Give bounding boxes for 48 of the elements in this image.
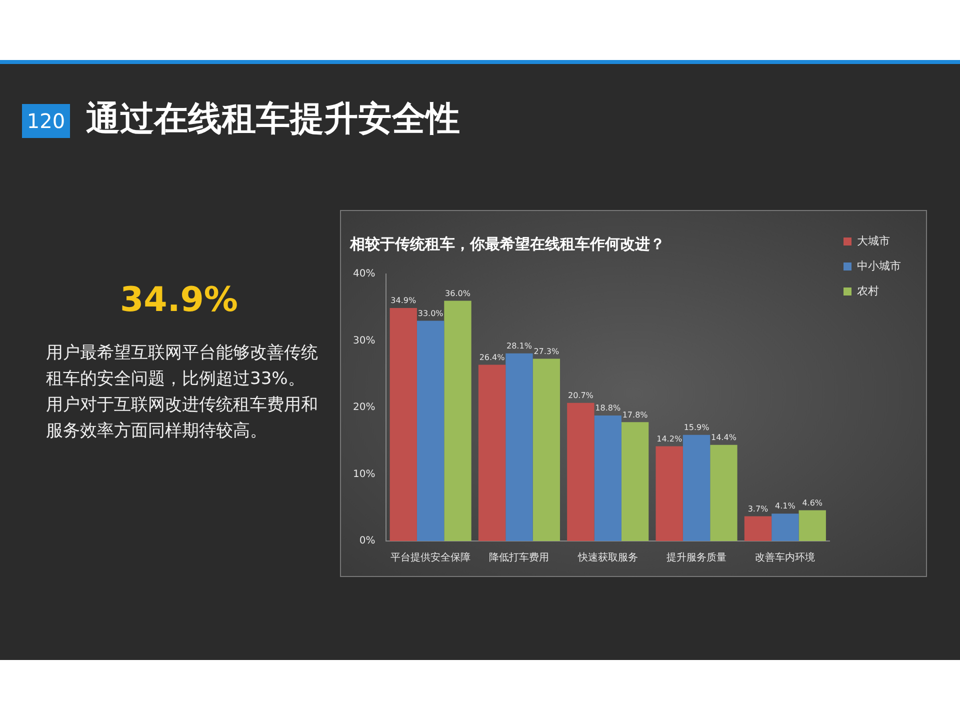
bar [772,514,799,541]
x-tick-label: 快速获取服务 [576,552,638,564]
data-label: 4.1% [775,502,796,511]
bar [621,422,649,541]
y-tick-label: 10% [352,468,376,480]
y-tick-label: 0% [359,536,376,547]
bar [506,353,533,541]
data-label: 4.6% [802,498,823,508]
data-label: 14.4% [710,432,737,442]
bar [390,308,417,541]
bar [478,364,506,541]
bar [798,510,826,541]
legend-label: 中小城市 [857,259,901,272]
y-tick-label: 40% [352,268,376,280]
y-tick-label: 20% [352,402,376,414]
text: 通过在线租车提升安全性 [86,98,460,141]
data-label: 14.2% [656,434,682,444]
data-label: 20.7% [568,390,594,400]
data-label: 15.9% [684,422,710,432]
bar [594,416,622,541]
bar [682,434,710,541]
x-tick-label: 降低打车费用 [489,552,550,564]
bar [744,516,772,541]
x-tick-label: 改善车内环境 [755,552,816,564]
legend-label: 农村 [857,284,879,298]
data-label: 28.1% [506,342,532,351]
data-label: 27.3% [534,346,560,356]
data-label: 18.8% [595,404,621,413]
chart-title: 相较于传统租车，你最希望在线租车作何改进？ [349,234,665,253]
bar [532,358,560,541]
data-label: 26.4% [479,352,506,362]
text: 120 [22,104,70,138]
x-tick-label: 提升服务质量 [666,552,727,564]
data-label: 34.9% [390,296,416,306]
data-label: 17.8% [622,410,648,420]
bar [656,446,683,541]
bar [444,300,472,541]
legend-label: 大城市 [857,234,890,248]
data-label: 3.7% [748,504,769,514]
text: 34.9% [120,280,238,320]
bar [710,444,738,541]
bar [416,320,444,541]
x-tick-label: 平台提供安全保障 [390,552,471,564]
bar [567,402,594,541]
data-label: 36.0% [445,288,471,298]
data-label: 33.0% [418,308,444,318]
text: 用户最希望互联网平台能够改善传统租车的安全问题，比例超过33%。用户对于互联网改进传统租车费用和服务效率方面同样期待较高。 [46,342,319,443]
y-tick-label: 30% [352,335,376,346]
